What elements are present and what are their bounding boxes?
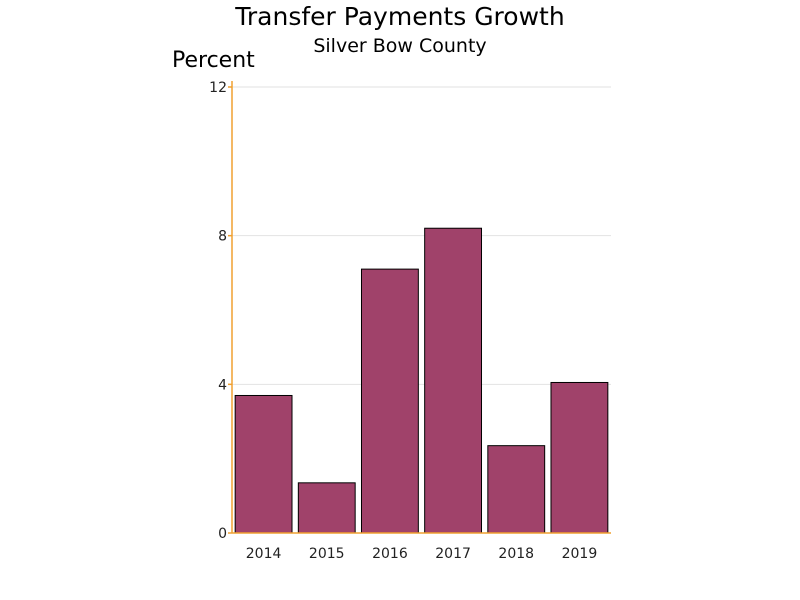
bar-2015: [297, 482, 356, 534]
bar-2019: [550, 381, 609, 534]
x-tick-label: 2017: [435, 546, 471, 562]
chart-title: Transfer Payments Growth: [234, 2, 564, 31]
x-ticks: 2014 2015 2016 2017 2018 2019: [246, 546, 597, 562]
x-tick-label: 2014: [246, 546, 282, 562]
y-ticks: 0 4 8 12: [209, 80, 232, 542]
bar-2014: [234, 394, 293, 534]
gridlines: [232, 86, 611, 385]
axes: [231, 81, 611, 534]
chart-subtitle: Silver Bow County: [313, 35, 486, 57]
bar-2018: [487, 445, 546, 534]
y-tick-label: 4: [218, 377, 227, 393]
y-axis-label: Percent: [172, 48, 255, 73]
x-tick-label: 2019: [562, 546, 598, 562]
y-tick-label: 0: [218, 526, 227, 542]
x-tick-label: 2015: [309, 546, 345, 562]
y-tick-label: 12: [209, 80, 227, 96]
y-tick-label: 8: [218, 229, 227, 245]
x-tick-label: 2016: [372, 546, 408, 562]
x-tick-label: 2018: [498, 546, 534, 562]
bar-2016: [360, 268, 419, 534]
bar-2017: [424, 227, 483, 534]
bars: [234, 227, 609, 534]
